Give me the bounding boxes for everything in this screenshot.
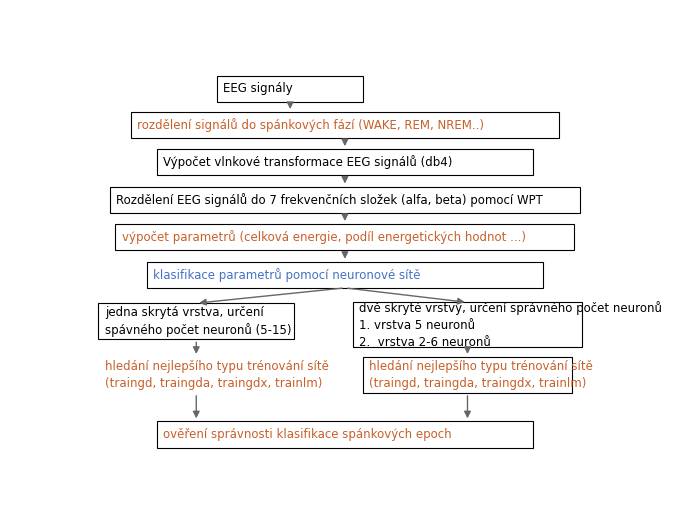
- Text: klasifikace parametrů pomocí neuronové sítě: klasifikace parametrů pomocí neuronové s…: [153, 268, 421, 282]
- Text: ověření správnosti klasifikace spánkových epoch: ověření správnosti klasifikace spánkovýc…: [164, 428, 452, 441]
- FancyBboxPatch shape: [217, 76, 363, 102]
- Text: hledání nejlepšího typu trénování sítě
(traingd, traingda, traingdx, trainlm): hledání nejlepšího typu trénování sítě (…: [369, 360, 594, 390]
- FancyBboxPatch shape: [157, 422, 532, 448]
- Text: rozdělení signálů do spánkových fází (WAKE, REM, NREM..): rozdělení signálů do spánkových fází (WA…: [137, 118, 485, 132]
- Text: výpočet parametrů (celková energie, podíl energetických hodnot ...): výpočet parametrů (celková energie, podí…: [122, 230, 526, 244]
- FancyBboxPatch shape: [98, 303, 294, 339]
- FancyBboxPatch shape: [363, 357, 572, 393]
- FancyBboxPatch shape: [131, 112, 559, 138]
- Text: Výpočet vlnkové transformace EEG signálů (db4): Výpočet vlnkové transformace EEG signálů…: [164, 155, 453, 169]
- Text: dvě skryté vrstvy, určení správného počet neuronů
1. vrstva 5 neuronů
2.  vrstva: dvě skryté vrstvy, určení správného poče…: [359, 301, 662, 348]
- FancyBboxPatch shape: [116, 224, 575, 250]
- FancyBboxPatch shape: [353, 302, 582, 347]
- FancyBboxPatch shape: [157, 149, 532, 175]
- Text: jedna skrytá vrstva, určení
spávného počet neuronů (5-15): jedna skrytá vrstva, určení spávného poč…: [105, 305, 291, 337]
- FancyBboxPatch shape: [110, 187, 579, 213]
- Text: Rozdělení EEG signálů do 7 frekvenčních složek (alfa, beta) pomocí WPT: Rozdělení EEG signálů do 7 frekvenčních …: [116, 192, 543, 207]
- FancyBboxPatch shape: [147, 262, 543, 288]
- Text: EEG signály: EEG signály: [223, 83, 293, 95]
- Text: hledání nejlepšího typu trénování sítě
(traingd, traingda, traingdx, trainlm): hledání nejlepšího typu trénování sítě (…: [105, 360, 328, 390]
